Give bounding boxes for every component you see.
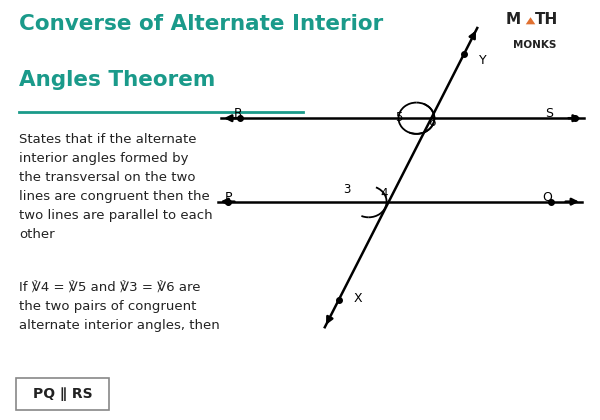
Text: MONKS: MONKS (512, 40, 556, 50)
Text: Angles Theorem: Angles Theorem (19, 70, 215, 90)
Text: If ℣4 = ℣5 and ℣3 = ℣6 are
the two pairs of congruent
alternate interior angles,: If ℣4 = ℣5 and ℣3 = ℣6 are the two pairs… (19, 281, 220, 332)
Text: TH: TH (535, 12, 558, 27)
Text: 4: 4 (380, 187, 388, 200)
Text: P: P (225, 191, 233, 204)
Text: M: M (506, 12, 521, 27)
Text: Y: Y (479, 54, 486, 67)
Text: 3: 3 (343, 183, 351, 196)
Text: S: S (545, 107, 553, 120)
Text: X: X (354, 292, 362, 304)
Text: 6: 6 (428, 116, 436, 129)
Text: Q: Q (542, 191, 552, 204)
Polygon shape (526, 17, 535, 24)
Text: PQ ∥ RS: PQ ∥ RS (33, 387, 93, 401)
Text: R: R (233, 107, 242, 120)
Text: Converse of Alternate Interior: Converse of Alternate Interior (19, 14, 383, 34)
Text: 5: 5 (395, 111, 403, 124)
FancyBboxPatch shape (16, 378, 109, 410)
Text: States that if the alternate
interior angles formed by
the transversal on the tw: States that if the alternate interior an… (19, 133, 213, 241)
